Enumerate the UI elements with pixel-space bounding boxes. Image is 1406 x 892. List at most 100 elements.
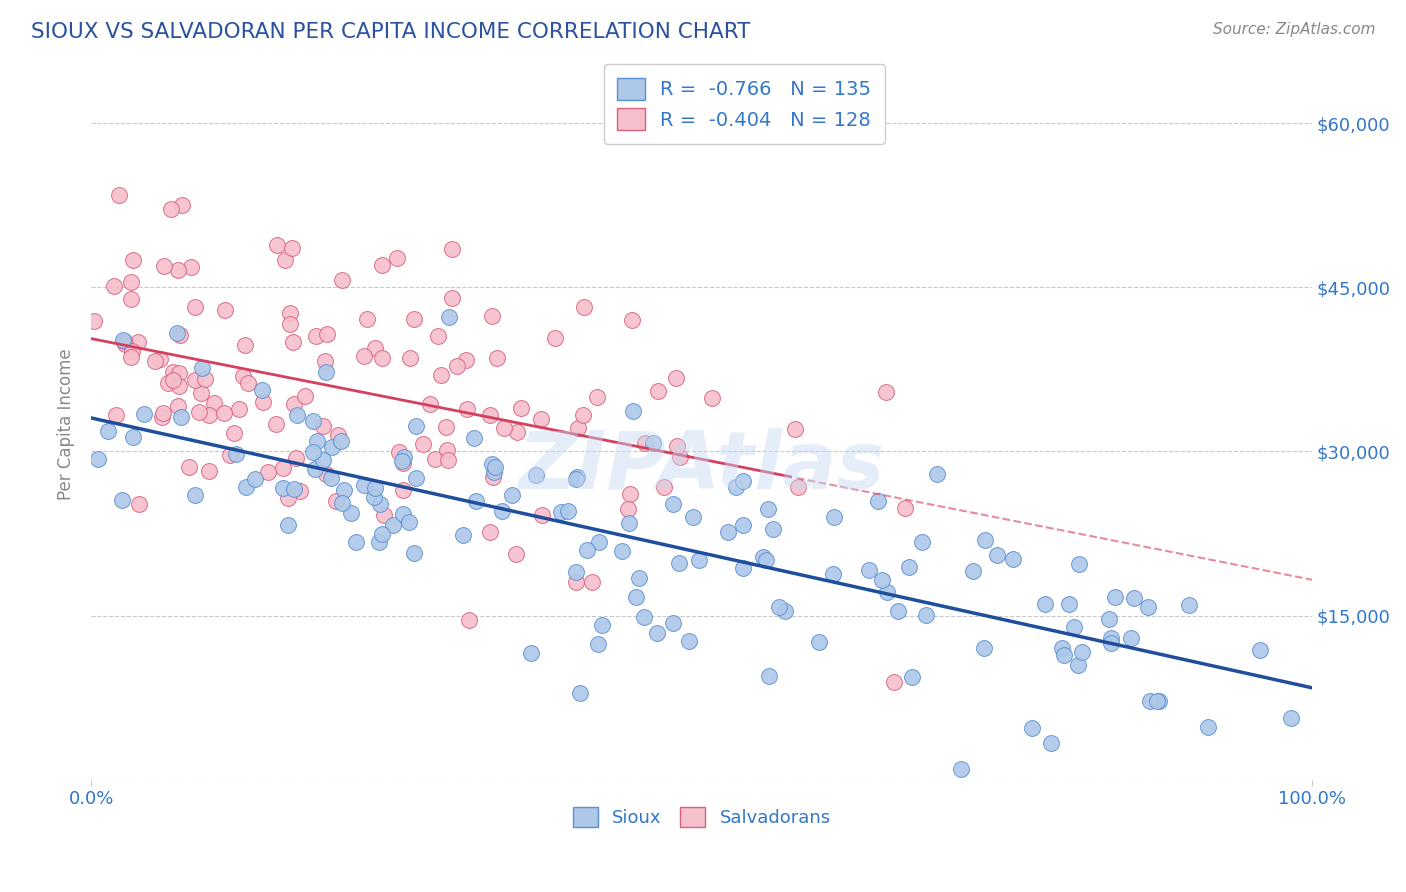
Point bbox=[898, 560, 921, 574]
Point bbox=[901, 670, 924, 684]
Point bbox=[454, 352, 477, 367]
Point bbox=[647, 384, 669, 398]
Point bbox=[524, 467, 547, 482]
Point bbox=[150, 409, 173, 424]
Point bbox=[330, 272, 353, 286]
Point bbox=[167, 263, 190, 277]
Point bbox=[169, 328, 191, 343]
Point bbox=[321, 440, 343, 454]
Point bbox=[520, 646, 543, 660]
Point bbox=[544, 331, 567, 345]
Point bbox=[627, 571, 650, 585]
Point bbox=[491, 503, 513, 517]
Point bbox=[463, 431, 485, 445]
Point bbox=[717, 524, 740, 539]
Point bbox=[456, 401, 478, 416]
Point bbox=[233, 338, 256, 352]
Point bbox=[319, 471, 342, 485]
Point bbox=[162, 365, 184, 379]
Point bbox=[925, 467, 948, 481]
Point bbox=[669, 450, 692, 464]
Point bbox=[388, 445, 411, 459]
Point bbox=[404, 312, 426, 326]
Point bbox=[494, 421, 516, 435]
Point bbox=[280, 241, 302, 255]
Point bbox=[1050, 640, 1073, 655]
Point bbox=[875, 384, 897, 399]
Point bbox=[315, 327, 337, 342]
Point bbox=[307, 434, 329, 448]
Point bbox=[550, 505, 572, 519]
Point bbox=[752, 549, 775, 564]
Point bbox=[311, 419, 333, 434]
Point bbox=[464, 494, 486, 508]
Point bbox=[188, 404, 211, 418]
Point bbox=[586, 637, 609, 651]
Point bbox=[190, 386, 212, 401]
Point bbox=[688, 553, 710, 567]
Point bbox=[1122, 591, 1144, 606]
Point bbox=[501, 488, 523, 502]
Point bbox=[344, 534, 367, 549]
Point bbox=[412, 437, 434, 451]
Point bbox=[266, 238, 288, 252]
Point bbox=[612, 543, 634, 558]
Point bbox=[325, 493, 347, 508]
Point bbox=[121, 292, 143, 306]
Point bbox=[624, 590, 647, 604]
Point bbox=[97, 424, 120, 438]
Point bbox=[482, 466, 505, 480]
Point bbox=[214, 303, 236, 318]
Point bbox=[104, 408, 127, 422]
Point bbox=[232, 368, 254, 383]
Point bbox=[481, 309, 503, 323]
Point bbox=[283, 397, 305, 411]
Point bbox=[392, 508, 415, 522]
Point bbox=[434, 420, 457, 434]
Point bbox=[962, 565, 984, 579]
Point bbox=[441, 291, 464, 305]
Point bbox=[661, 615, 683, 630]
Point bbox=[1057, 598, 1080, 612]
Point bbox=[398, 515, 420, 529]
Point bbox=[405, 418, 427, 433]
Point bbox=[170, 409, 193, 424]
Point bbox=[485, 351, 508, 366]
Point bbox=[634, 436, 657, 450]
Legend: Sioux, Salvadorans: Sioux, Salvadorans bbox=[565, 799, 838, 835]
Point bbox=[437, 310, 460, 324]
Point bbox=[371, 527, 394, 541]
Point bbox=[399, 351, 422, 365]
Point bbox=[391, 483, 413, 497]
Point bbox=[363, 490, 385, 504]
Point bbox=[405, 471, 427, 485]
Point bbox=[1249, 643, 1271, 657]
Point bbox=[329, 434, 352, 448]
Point bbox=[166, 326, 188, 340]
Point bbox=[509, 401, 531, 415]
Point bbox=[1071, 645, 1094, 659]
Point bbox=[574, 300, 596, 314]
Point bbox=[222, 425, 245, 440]
Text: SIOUX VS SALVADORAN PER CAPITA INCOME CORRELATION CHART: SIOUX VS SALVADORAN PER CAPITA INCOME CO… bbox=[31, 22, 751, 42]
Point bbox=[506, 425, 529, 440]
Point bbox=[565, 566, 588, 580]
Point bbox=[278, 318, 301, 332]
Point bbox=[1099, 631, 1122, 645]
Point bbox=[868, 494, 890, 508]
Point bbox=[228, 401, 250, 416]
Point bbox=[858, 563, 880, 577]
Point bbox=[301, 414, 323, 428]
Point bbox=[364, 341, 387, 355]
Point bbox=[768, 599, 790, 614]
Point bbox=[179, 459, 201, 474]
Point bbox=[756, 501, 779, 516]
Point bbox=[641, 436, 664, 450]
Point bbox=[112, 334, 135, 348]
Point bbox=[1178, 598, 1201, 612]
Point bbox=[1099, 636, 1122, 650]
Point bbox=[353, 349, 375, 363]
Point bbox=[586, 390, 609, 404]
Point bbox=[591, 617, 613, 632]
Point bbox=[184, 300, 207, 314]
